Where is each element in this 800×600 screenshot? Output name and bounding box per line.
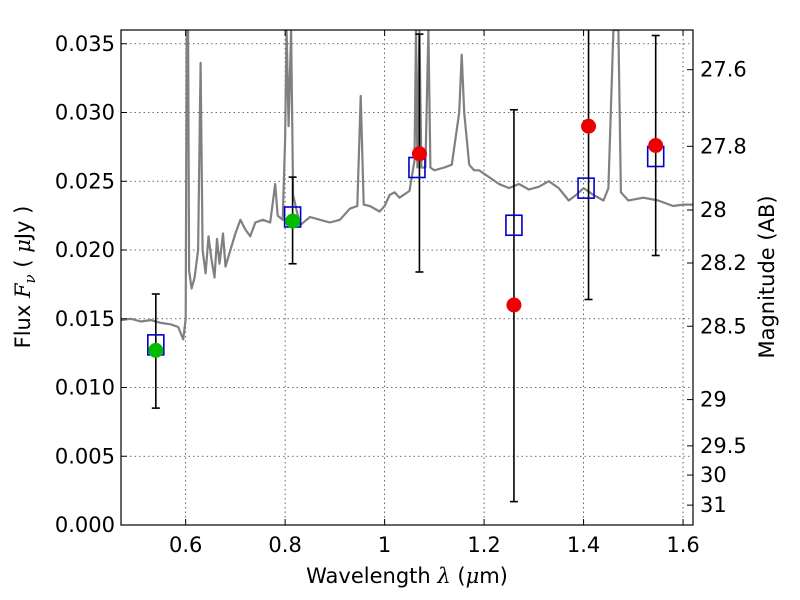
y2-tick-label: 27.6 [700, 58, 747, 82]
model-spectrum-line [121, 30, 693, 341]
grid-layer [121, 30, 693, 525]
x-tick-label: 0.8 [268, 533, 301, 557]
y2-tick-label: 30 [700, 463, 727, 487]
y2-tick-label: 29 [700, 388, 727, 412]
x-axis-title: Wavelength λ (μm) [306, 564, 508, 588]
y-axis-title: Flux Fν ( μJy ) [11, 206, 39, 349]
model-band-square [505, 214, 523, 237]
marker-layer [147, 118, 665, 358]
y2-tick-label: 28.5 [700, 314, 747, 338]
y-tick-label: 0.025 [55, 169, 115, 193]
y2-axis-title: Magnitude (AB) [755, 195, 779, 358]
photometry-point [148, 342, 164, 358]
model-band-square [577, 177, 595, 199]
plot-frame [120, 29, 694, 526]
x-tick-label: 1.4 [567, 533, 600, 557]
x-tick-label: 0.6 [169, 533, 202, 557]
ticks-layer: 0.6 0.8 1 1.2 1.4 1.6 0.000 0.005 0.010 0.015 0.02… [55, 30, 747, 557]
photometry-point [506, 297, 522, 313]
y2-tick-label: 31 [700, 493, 727, 517]
y-tick-label: 0.015 [55, 307, 115, 331]
y-tick-label: 0.005 [55, 444, 115, 468]
plot-area [121, 30, 693, 503]
photometry-point [285, 213, 301, 229]
spectrum-layer [121, 30, 693, 341]
y-tick-label: 0.030 [55, 101, 115, 125]
y-tick-label: 0.020 [55, 238, 115, 262]
y-tick-label: 0.000 [55, 513, 115, 537]
y-tick-label: 0.035 [55, 32, 115, 56]
y2-tick-label: 29.5 [700, 434, 747, 458]
y2-tick-label: 28.2 [700, 251, 747, 275]
y2-tick-label: 27.8 [700, 134, 747, 158]
photometry-point [648, 138, 664, 153]
x-tick-label: 1 [378, 533, 391, 557]
y2-tick-label: 28 [700, 198, 727, 222]
photometry-point [411, 146, 427, 162]
x-tick-label: 1.6 [666, 533, 699, 557]
photometry-point [581, 118, 597, 134]
y-tick-label: 0.010 [55, 376, 115, 400]
x-tick-label: 1.2 [467, 533, 500, 557]
